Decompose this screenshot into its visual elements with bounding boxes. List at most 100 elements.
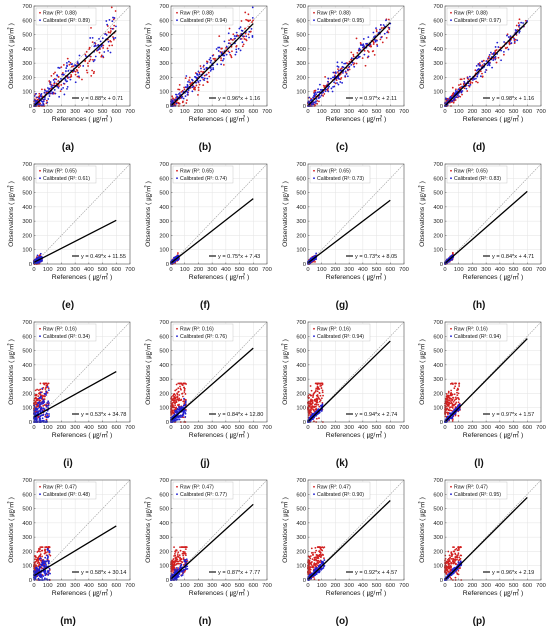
y-tick-label: 0 bbox=[440, 104, 443, 110]
raw-point bbox=[176, 401, 178, 403]
calibrated-point bbox=[356, 57, 358, 59]
raw-point bbox=[53, 73, 55, 75]
legend-marker-raw bbox=[176, 170, 178, 172]
calibrated-point bbox=[40, 261, 42, 263]
y-axis-label: Observations ( ㎍/㎥ ) bbox=[6, 181, 16, 247]
raw-point bbox=[475, 81, 477, 83]
calibrated-point bbox=[497, 46, 499, 48]
calibrated-point bbox=[56, 75, 58, 77]
raw-point bbox=[477, 82, 479, 84]
calibrated-point bbox=[216, 63, 218, 65]
calibrated-point bbox=[189, 81, 191, 83]
legend-label-calibrated: Calibrated (R²: 0.94) bbox=[317, 334, 364, 340]
calibrated-point bbox=[337, 77, 339, 79]
calibrated-point bbox=[44, 92, 46, 94]
calibrated-point bbox=[62, 74, 64, 76]
raw-point bbox=[44, 383, 46, 385]
calibrated-point bbox=[63, 83, 65, 85]
x-tick-label: 200 bbox=[468, 109, 478, 115]
calibrated-point bbox=[508, 36, 510, 38]
raw-point bbox=[451, 406, 453, 408]
raw-point bbox=[178, 400, 180, 402]
calibrated-point bbox=[179, 92, 181, 94]
x-tick-label: 200 bbox=[468, 267, 478, 273]
x-axis-label: References ( ㎍/㎥ ) bbox=[189, 430, 249, 440]
raw-point bbox=[251, 21, 253, 23]
raw-point bbox=[38, 389, 40, 391]
calibrated-point bbox=[40, 408, 42, 410]
calibrated-point bbox=[199, 80, 201, 82]
calibrated-point bbox=[105, 20, 107, 22]
raw-point bbox=[218, 35, 220, 37]
calibrated-point bbox=[485, 60, 487, 62]
raw-point bbox=[171, 413, 173, 415]
y-tick-label: 100 bbox=[159, 248, 169, 254]
raw-point bbox=[453, 102, 455, 104]
raw-point bbox=[313, 409, 315, 411]
y-tick-label: 0 bbox=[440, 262, 443, 268]
y-axis-label: Observations ( ㎍/㎥ ) bbox=[280, 23, 290, 89]
raw-point bbox=[311, 399, 313, 401]
calibrated-point bbox=[472, 79, 474, 81]
x-tick-label: 0 bbox=[169, 425, 172, 431]
x-tick-label: 300 bbox=[344, 267, 354, 273]
raw-point bbox=[445, 399, 447, 401]
x-tick-label: 300 bbox=[70, 425, 80, 431]
x-tick-label: 600 bbox=[248, 267, 258, 273]
raw-point bbox=[455, 88, 457, 90]
calibrated-point bbox=[322, 403, 324, 405]
raw-point bbox=[308, 397, 310, 399]
calibrated-point bbox=[209, 57, 211, 59]
x-tick-label: 700 bbox=[399, 267, 409, 273]
calibrated-point bbox=[187, 94, 189, 96]
raw-point bbox=[70, 76, 72, 78]
raw-point bbox=[87, 62, 89, 64]
y-tick-label: 0 bbox=[29, 420, 32, 426]
calibrated-point bbox=[102, 56, 104, 58]
legend-marker-raw bbox=[450, 328, 452, 330]
calibrated-point bbox=[206, 67, 208, 69]
calibrated-point bbox=[191, 90, 193, 92]
calibrated-point bbox=[53, 79, 55, 81]
raw-point bbox=[183, 387, 185, 389]
raw-point bbox=[247, 20, 249, 22]
calibrated-point bbox=[79, 55, 81, 57]
raw-point bbox=[454, 383, 456, 385]
x-tick-label: 600 bbox=[385, 109, 395, 115]
calibrated-point bbox=[514, 41, 516, 43]
x-tick-label: 0 bbox=[169, 109, 172, 115]
raw-point bbox=[200, 65, 202, 67]
y-tick-label: 300 bbox=[22, 219, 32, 225]
calibrated-point bbox=[465, 88, 467, 90]
calibrated-point bbox=[477, 69, 479, 71]
raw-point bbox=[179, 386, 181, 388]
y-tick-label: 300 bbox=[433, 377, 443, 383]
y-tick-label: 200 bbox=[159, 75, 169, 81]
raw-point bbox=[481, 73, 483, 75]
raw-point bbox=[34, 558, 36, 560]
fit-equation-label: y = 0.98*x + 1.16 bbox=[492, 96, 534, 102]
calibrated-point bbox=[520, 22, 522, 24]
x-tick-label: 0 bbox=[443, 425, 446, 431]
calibrated-point bbox=[327, 87, 329, 89]
x-axis-label: References ( ㎍/㎥ ) bbox=[189, 114, 249, 124]
legend-label-raw: Raw (R²: 0.65) bbox=[180, 169, 214, 175]
x-tick-label: 600 bbox=[385, 425, 395, 431]
calibrated-point bbox=[66, 62, 68, 64]
calibrated-point bbox=[252, 17, 254, 19]
calibrated-point bbox=[46, 391, 48, 393]
y-tick-label: 700 bbox=[296, 320, 306, 326]
calibrated-point bbox=[375, 27, 377, 29]
calibrated-point bbox=[327, 81, 329, 83]
legend: Raw (R²: 0.65)Calibrated (R²: 0.74) bbox=[173, 166, 233, 183]
raw-point bbox=[449, 395, 451, 397]
raw-point bbox=[48, 383, 50, 385]
x-tick-label: 200 bbox=[57, 267, 67, 273]
x-tick-label: 300 bbox=[481, 425, 491, 431]
calibrated-point bbox=[71, 63, 73, 65]
raw-point bbox=[171, 95, 173, 97]
raw-point bbox=[362, 57, 364, 59]
raw-point bbox=[184, 383, 186, 385]
legend-label-calibrated: Calibrated (R²: 0.94) bbox=[180, 18, 227, 24]
